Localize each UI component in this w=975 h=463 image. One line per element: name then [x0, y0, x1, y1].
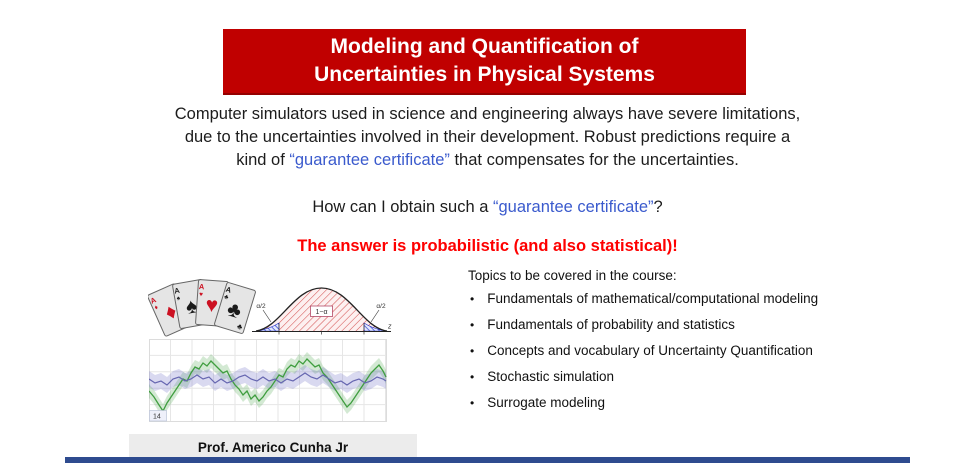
bullet-icon: • [470, 344, 475, 358]
card-ace-clubs: A ♣ ♣ ♣ [214, 282, 256, 334]
bullet-icon: • [470, 370, 475, 384]
plot-series [149, 352, 387, 418]
intro-line-2: due to the uncertainties involved in the… [184, 128, 791, 146]
svg-text:♦: ♦ [153, 304, 160, 312]
svg-text:♣: ♣ [236, 322, 244, 332]
answer-statement: The answer is probabilistic (and also st… [297, 237, 678, 255]
intro-paragraph: Computer simulators used in science and … [0, 103, 975, 172]
topic-item: • Fundamentals of mathematical/computatio… [470, 291, 819, 306]
svg-text:♠: ♠ [176, 295, 181, 303]
spade-suit-icon: ♠ [184, 294, 199, 319]
question-line: How can I obtain such a “guarantee certi… [312, 198, 663, 216]
normal-distribution-sketch: 1−α α/2 α/2 z [252, 287, 392, 335]
plot-gridlines [150, 340, 386, 421]
topic-item: • Fundamentals of probability and statist… [470, 317, 735, 332]
guarantee-certificate-highlight: “guarantee certificate” [289, 151, 450, 169]
professor-name-bar: Prof. Americo Cunha Jr [129, 434, 417, 461]
bell-left-tail-label: α/2 [256, 303, 266, 310]
svg-text:♥: ♥ [199, 291, 203, 298]
svg-text:A: A [174, 286, 181, 296]
title-line-1: Modeling and Quantification of [330, 35, 639, 58]
topic-item: • Surrogate modeling [470, 395, 606, 410]
bell-curve-outline [255, 287, 388, 332]
bell-axis-label: z [387, 324, 392, 331]
bell-right-tail-label: α/2 [376, 303, 386, 310]
intro-line-3: kind of “guarantee certificate” that com… [236, 151, 739, 169]
footer-accent-bar [65, 457, 910, 463]
bullet-icon: • [470, 318, 475, 332]
bullet-icon: • [470, 292, 475, 306]
title-banner: Modeling and Quantification of Uncertain… [223, 29, 746, 95]
bullet-icon: • [470, 396, 475, 410]
topics-header: Topics to be covered in the course: [468, 268, 677, 283]
heart-suit-icon: ♥ [205, 294, 219, 318]
svg-text:♣: ♣ [223, 293, 230, 301]
topic-item: • Concepts and vocabulary of Uncertainty … [470, 343, 813, 358]
topic-item: • Stochastic simulation [470, 369, 615, 384]
svg-text:A: A [149, 295, 158, 306]
stochastic-signals-plot: 14 [149, 339, 387, 422]
svg-text:A: A [199, 282, 206, 291]
playing-cards-image: A ♦ ♦ A ♠ ♠ A ♥ ♥ A ♣ ♣ ♣ [148, 279, 256, 337]
topics-list: • Fundamentals of mathematical/computatio… [470, 291, 890, 421]
guarantee-certificate-highlight: “guarantee certificate” [493, 198, 654, 216]
title-line-2: Uncertainties in Physical Systems [314, 63, 655, 86]
plot-corner-label: 14 [153, 414, 161, 421]
bell-center-label: 1−α [315, 309, 327, 316]
intro-line-1: Computer simulators used in science and … [174, 105, 801, 123]
svg-text:A: A [225, 285, 233, 295]
club-suit-icon: ♣ [224, 297, 244, 323]
